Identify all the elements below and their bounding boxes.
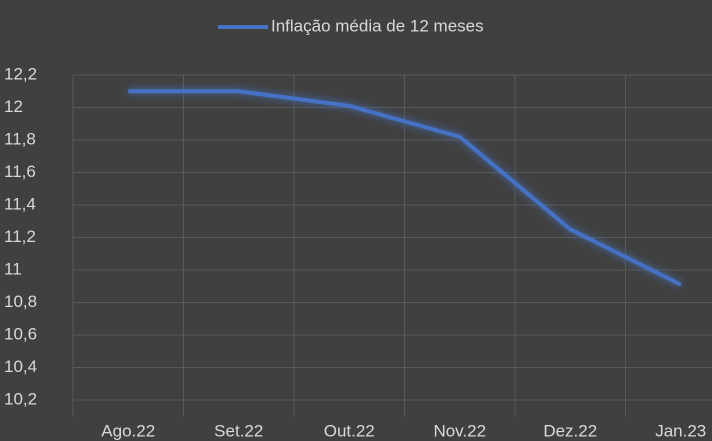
series-line	[128, 89, 682, 287]
y-tick-label: 11,4	[4, 194, 36, 213]
x-tick-label: Nov.22	[433, 421, 486, 440]
y-tick-label: 10,2	[4, 389, 37, 408]
x-tick-label: Dez.22	[543, 421, 597, 440]
legend-label: Inflação média de 12 meses	[271, 16, 484, 35]
y-tick-label: 11	[4, 259, 22, 278]
y-tick-label: 11,2	[4, 227, 36, 246]
y-tick-label: 10,8	[4, 292, 37, 311]
y-tick-label: 11,8	[4, 129, 36, 148]
x-tick-label: Ago.22	[101, 421, 155, 440]
x-tick-label: Jan.23	[655, 421, 706, 440]
y-tick-label: 12,2	[4, 64, 37, 83]
x-tick-label: Out.22	[324, 421, 375, 440]
y-tick-label: 12	[4, 97, 23, 116]
y-tick-label: 10,4	[4, 357, 37, 376]
y-tick-label: 10,6	[4, 324, 37, 343]
y-tick-label: 11,6	[4, 162, 36, 181]
x-tick-label: Set.22	[214, 421, 263, 440]
